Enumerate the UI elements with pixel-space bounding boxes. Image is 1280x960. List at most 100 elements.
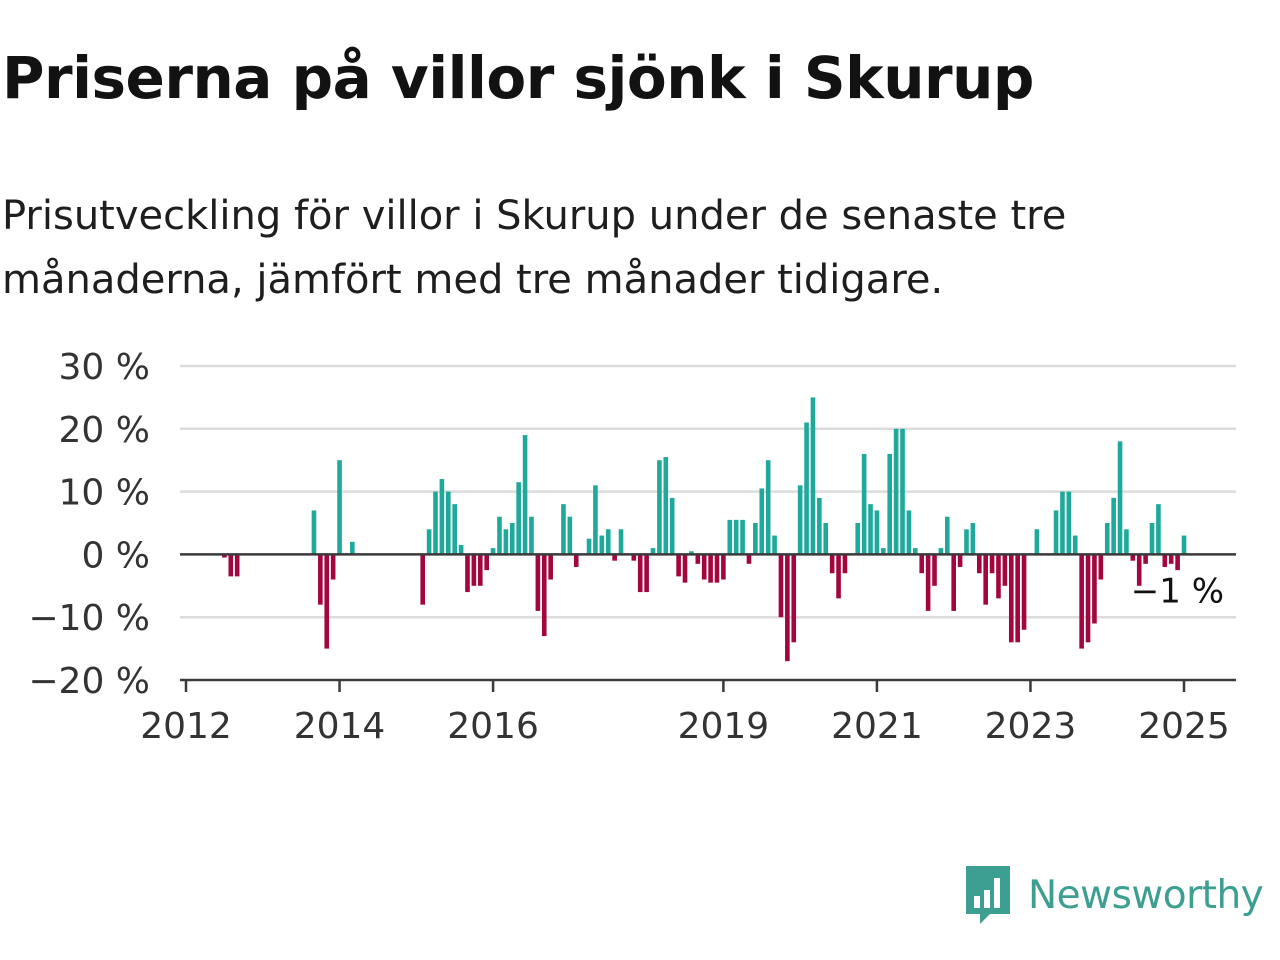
- bar: [1156, 504, 1161, 555]
- bars: [222, 397, 1187, 662]
- bar: [938, 548, 944, 555]
- chart-subtitle: Prisutveckling för villor i Skurup under…: [2, 193, 1067, 303]
- axis-labels: −20 % −10 % 0 % 10 % 20 % 30 % 2012 2014 2016 201…: [28, 347, 1229, 747]
- y-tick-label: −20 %: [28, 661, 150, 702]
- bar: [817, 497, 822, 555]
- bar: [874, 510, 880, 555]
- bar: [350, 541, 355, 555]
- bar: [567, 516, 573, 555]
- bar: [650, 548, 656, 555]
- x-tick-label: 2019: [678, 706, 770, 747]
- bar: [612, 554, 617, 561]
- bar: [772, 535, 777, 555]
- bar: [644, 554, 649, 593]
- bar: [445, 491, 451, 555]
- bar: [721, 554, 726, 580]
- bar: [593, 485, 598, 555]
- bar: [657, 460, 662, 555]
- bar: [855, 523, 861, 555]
- bar: [509, 523, 515, 555]
- bar: [637, 554, 643, 593]
- x-tick-label: 2023: [985, 706, 1077, 747]
- bar: [452, 504, 457, 555]
- bar: [753, 523, 758, 555]
- bar: [829, 554, 835, 574]
- bar: [791, 554, 797, 643]
- chart-title: Priserna på villor sjönk i Skurup: [2, 44, 1034, 112]
- bar: [887, 453, 893, 555]
- bar: [1149, 523, 1155, 555]
- bar: [1092, 554, 1097, 624]
- last-value-label: −1 %: [1131, 571, 1224, 611]
- bar: [1072, 535, 1078, 555]
- bar: [804, 422, 809, 555]
- bar: [951, 554, 956, 611]
- bar: [906, 510, 912, 555]
- bar: [1034, 529, 1040, 555]
- bar: [925, 554, 931, 611]
- bar: [1168, 554, 1174, 564]
- bar: [881, 548, 886, 555]
- bar: [465, 554, 470, 593]
- bar: [1130, 554, 1136, 561]
- bar: [1104, 523, 1110, 555]
- x-tick-label: 2012: [140, 706, 232, 747]
- bar: [1015, 554, 1020, 643]
- bar: [1124, 529, 1129, 555]
- bar: [861, 453, 867, 555]
- bar: [1111, 497, 1116, 555]
- bar: [1136, 554, 1142, 586]
- bar: [1079, 554, 1084, 649]
- bar: [669, 497, 675, 555]
- bar: [893, 428, 899, 555]
- bar: [228, 554, 234, 577]
- bar: [535, 554, 541, 611]
- bar: [682, 554, 688, 583]
- bar: [222, 554, 227, 558]
- bar: [919, 554, 925, 574]
- bar: [324, 554, 330, 649]
- bar: [471, 554, 477, 586]
- bar: [957, 554, 963, 567]
- bar: [913, 548, 918, 555]
- bar: [234, 554, 240, 577]
- bar: [785, 554, 790, 662]
- bar: [1008, 554, 1014, 643]
- bar: [1085, 554, 1091, 643]
- bar-chart: −20 % −10 % 0 % 10 % 20 % 30 % 2012 2014 2016 201…: [28, 347, 1236, 747]
- bar: [330, 554, 336, 580]
- bar: [484, 554, 489, 571]
- bar: [701, 554, 707, 580]
- bar: [708, 554, 713, 583]
- bar: [433, 491, 438, 555]
- x-tick-label: 2021: [831, 706, 923, 747]
- bar: [996, 554, 1001, 599]
- y-tick-label: 0 %: [81, 535, 150, 576]
- bar: [503, 529, 509, 555]
- newsworthy-logo-icon: [966, 866, 1010, 924]
- bar: [836, 554, 841, 599]
- bar: [759, 488, 765, 555]
- bar: [689, 551, 694, 555]
- bar: [618, 529, 624, 555]
- bar: [695, 554, 701, 564]
- bar: [900, 428, 905, 555]
- bar: [663, 457, 669, 555]
- bar: [337, 460, 342, 555]
- brand-logo: Newsworthy: [962, 862, 1264, 928]
- bar: [733, 519, 739, 555]
- bar: [420, 554, 426, 605]
- bar: [1143, 554, 1148, 564]
- brand-name: Newsworthy: [1028, 872, 1264, 918]
- bar: [983, 554, 988, 605]
- bar: [810, 397, 816, 555]
- bar: [573, 554, 579, 567]
- x-tick-label: 2016: [447, 706, 539, 747]
- bar: [561, 504, 566, 555]
- bar: [529, 516, 534, 555]
- bar: [1098, 554, 1104, 580]
- bar: [497, 516, 502, 555]
- bar: [944, 516, 950, 555]
- y-tick-label: 20 %: [59, 410, 150, 451]
- bar: [541, 554, 547, 637]
